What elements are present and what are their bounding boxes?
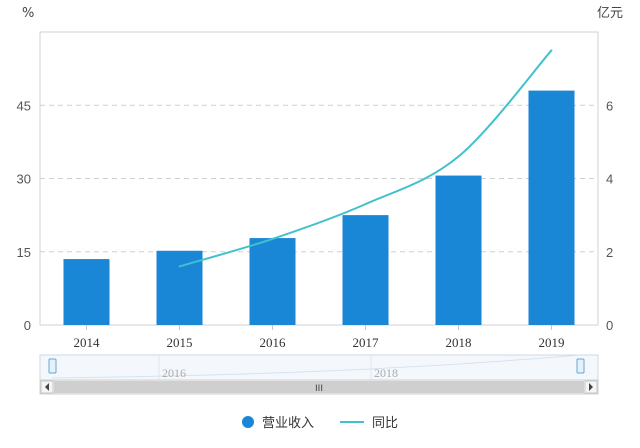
legend-item-yoy[interactable]: 同比 xyxy=(340,412,398,431)
line-series xyxy=(178,49,553,268)
zoom-label-2016: 2016 xyxy=(162,366,186,380)
arrow-left-icon xyxy=(45,383,49,391)
category-label: 2016 xyxy=(260,335,287,350)
legend-item-revenue[interactable]: 营业收入 xyxy=(241,412,314,431)
scrollbar-thumb[interactable] xyxy=(54,381,584,393)
right-axis-ticks: 0 2 4 6 xyxy=(606,98,613,333)
legend-label-revenue: 营业收入 xyxy=(261,416,314,431)
right-tick-label: 0 xyxy=(606,318,613,333)
scrollbar-grip: III xyxy=(315,384,323,394)
left-tick-label: 0 xyxy=(24,318,31,333)
bar-2019 xyxy=(528,90,575,325)
zoom-handle-right[interactable] xyxy=(576,358,585,374)
right-tick-label: 2 xyxy=(606,245,613,260)
yoy-line xyxy=(179,49,553,268)
category-label: 2015 xyxy=(167,335,193,350)
chart-legend: 营业收入 同比 xyxy=(0,412,640,431)
zoom-slider[interactable]: 2016 2018 xyxy=(39,354,599,381)
right-tick-label: 6 xyxy=(606,98,613,113)
horizontal-scrollbar[interactable]: III xyxy=(39,379,599,395)
right-tick-label: 4 xyxy=(606,172,613,187)
yoy-point xyxy=(457,155,460,158)
category-label: 2018 xyxy=(446,335,472,350)
bar-2016 xyxy=(249,238,296,325)
bar-2015 xyxy=(156,250,203,325)
yoy-point xyxy=(550,49,553,52)
right-axis-unit: 亿元 xyxy=(597,6,623,21)
category-label: 2017 xyxy=(353,335,380,350)
left-axis-ticks: 0 15 30 45 xyxy=(17,98,31,333)
zoom-handle-left[interactable] xyxy=(48,358,57,374)
yoy-point xyxy=(178,265,181,268)
zoom-preview-line xyxy=(51,354,582,379)
category-axis: 2014 2015 2016 2017 2018 2019 xyxy=(74,325,565,350)
bar-series xyxy=(63,90,575,325)
legend-label-yoy: 同比 xyxy=(372,416,399,431)
yoy-point xyxy=(271,237,274,240)
zoom-track[interactable] xyxy=(39,354,599,381)
yoy-point xyxy=(364,203,367,206)
left-tick-label: 45 xyxy=(17,98,31,113)
zoom-label-2018: 2018 xyxy=(374,366,398,380)
left-axis-unit: % xyxy=(22,6,34,21)
gridlines xyxy=(40,104,598,253)
bar-2017 xyxy=(342,215,389,325)
left-tick-label: 15 xyxy=(17,245,31,260)
arrow-right-icon xyxy=(589,383,593,391)
legend-bar-swatch xyxy=(241,415,254,428)
legend-line-swatch xyxy=(340,420,364,423)
bar-2018 xyxy=(435,175,482,325)
category-label: 2019 xyxy=(539,335,565,350)
left-tick-label: 30 xyxy=(17,172,31,187)
bar-2014 xyxy=(63,259,110,325)
category-label: 2014 xyxy=(74,335,101,350)
